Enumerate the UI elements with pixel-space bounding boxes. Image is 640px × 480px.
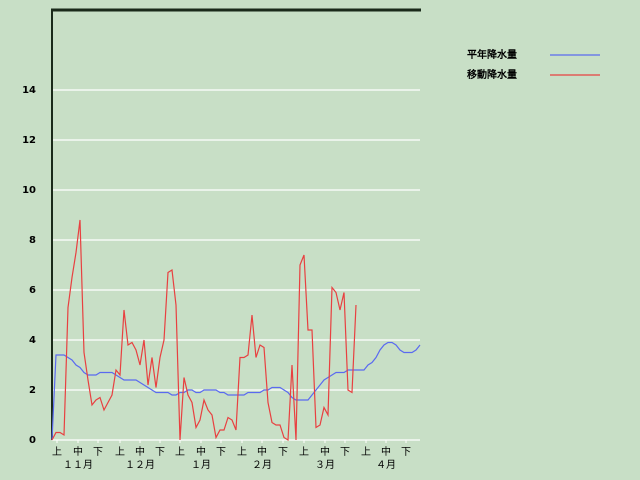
- series-line: [51, 341, 421, 441]
- x-tick-label: 下: [401, 447, 411, 458]
- x-tick-label: 上: [115, 446, 125, 458]
- x-tick-label: 下: [278, 447, 288, 458]
- x-tick-label: 上: [175, 446, 185, 458]
- x-tick-label: 中: [320, 445, 330, 458]
- x-tick-label: 中: [257, 445, 267, 458]
- x-tick-label: 中: [196, 445, 206, 458]
- x-tick-label: 下: [155, 447, 165, 458]
- x-tick-label: 下: [340, 447, 350, 458]
- y-tick-label: 4: [29, 335, 36, 346]
- y-tick-label: 8: [29, 235, 36, 246]
- month-label: １１月: [63, 459, 93, 471]
- y-tick-label: 6: [29, 285, 36, 296]
- month-label: １２月: [125, 459, 155, 471]
- month-label: ３月: [315, 459, 335, 471]
- y-tick-label: 12: [22, 135, 36, 146]
- x-tick-label: 上: [52, 446, 62, 458]
- month-label: １月: [191, 459, 211, 471]
- series-line: [51, 219, 357, 442]
- x-tick-label: 中: [381, 445, 391, 458]
- y-tick-label: 0: [29, 435, 36, 446]
- x-tick-label: 上: [237, 446, 247, 458]
- month-label: ２月: [252, 459, 272, 471]
- y-tick-label: 14: [22, 85, 36, 96]
- y-tick-label: 2: [29, 385, 36, 396]
- x-tick-label: 上: [361, 446, 371, 458]
- legend-label: 平年降水量: [467, 48, 517, 61]
- x-tick-label: 下: [93, 447, 103, 458]
- legend-label: 移動降水量: [467, 68, 517, 81]
- month-label: ４月: [376, 459, 396, 471]
- x-tick-label: 中: [73, 445, 83, 458]
- x-tick-label: 中: [135, 445, 145, 458]
- y-tick-label: 10: [22, 185, 36, 196]
- x-tick-label: 下: [216, 447, 226, 458]
- x-tick-label: 上: [299, 446, 309, 458]
